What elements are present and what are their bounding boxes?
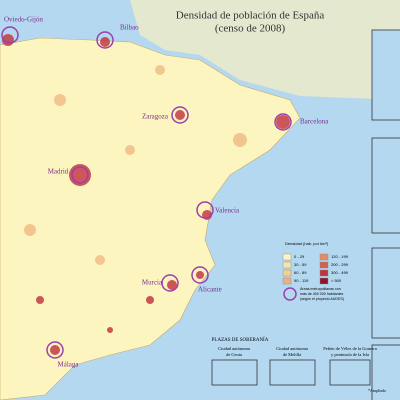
metro-circle	[171, 106, 189, 124]
legend-label: 90 - 119	[294, 278, 309, 283]
legend-label: 120 - 199	[331, 254, 349, 259]
city-label: Málaga	[58, 361, 80, 369]
city-label: Murcia	[142, 279, 163, 287]
city-label: Valencia	[215, 207, 240, 215]
legend-label: > 500	[331, 278, 342, 283]
legend-circle	[283, 287, 297, 301]
legend-swatch	[319, 277, 329, 285]
legend-note: más de 400 000 habitantes	[300, 292, 344, 296]
metro-circle	[46, 341, 64, 359]
legend-note: (según el proyecto AUDES)	[300, 297, 344, 301]
plazas-label: Peñón de Vélez de la Gomera	[323, 346, 377, 351]
plazas-label: y península de la Isla	[331, 352, 369, 357]
city-label: Madrid	[48, 168, 69, 176]
metro-circle	[71, 166, 89, 184]
legend-swatch	[282, 277, 292, 285]
plazas-label: Ciudad autónoma	[218, 346, 250, 351]
legend-swatch	[319, 253, 329, 261]
legend-label: 300 - 499	[331, 270, 349, 275]
legend-swatch	[319, 269, 329, 277]
legend-swatch	[282, 261, 292, 269]
legend-swatch	[282, 253, 292, 261]
france	[130, 0, 400, 100]
legend-note: Áreas metropolitanas con	[300, 287, 341, 291]
plazas-label: de Ceuta	[226, 352, 242, 357]
city-label: Zaragoza	[142, 113, 169, 121]
metro-circle	[96, 31, 114, 49]
title: Densidad de población de España	[176, 10, 325, 22]
legend-label: 0 - 29	[294, 254, 305, 259]
spain-land	[0, 37, 301, 400]
metro-circle	[1, 26, 19, 44]
legend-swatch	[282, 269, 292, 277]
city-label: Alicante	[198, 286, 222, 294]
city-label: Bilbao	[120, 24, 139, 32]
metro-circle	[196, 201, 214, 219]
subtitle: (censo de 2008)	[215, 23, 286, 35]
dense-areas	[2, 34, 290, 355]
plazas-label: Ciudad autónoma	[276, 346, 308, 351]
footnote: *Ampliado	[368, 388, 386, 393]
plazas-title: PLAZAS DE SOBERANÍA	[212, 337, 269, 343]
metro-circle	[274, 113, 292, 131]
legend-label: 200 - 299	[331, 262, 349, 267]
medium-areas	[24, 65, 247, 265]
legend-label: 30 - 59	[294, 262, 307, 267]
plazas-label: de Melilla	[283, 352, 301, 357]
city-label: Oviedo-Gijón	[4, 16, 43, 24]
legend-label: 60 - 89	[294, 270, 307, 275]
metro-circle	[191, 266, 209, 284]
inset-boxes	[211, 29, 400, 400]
legend-swatch	[319, 261, 329, 269]
city-label: Barcelona	[300, 118, 329, 126]
metro-circle	[161, 274, 179, 292]
legend-title: Densidad (hab. por km²)	[285, 241, 329, 246]
